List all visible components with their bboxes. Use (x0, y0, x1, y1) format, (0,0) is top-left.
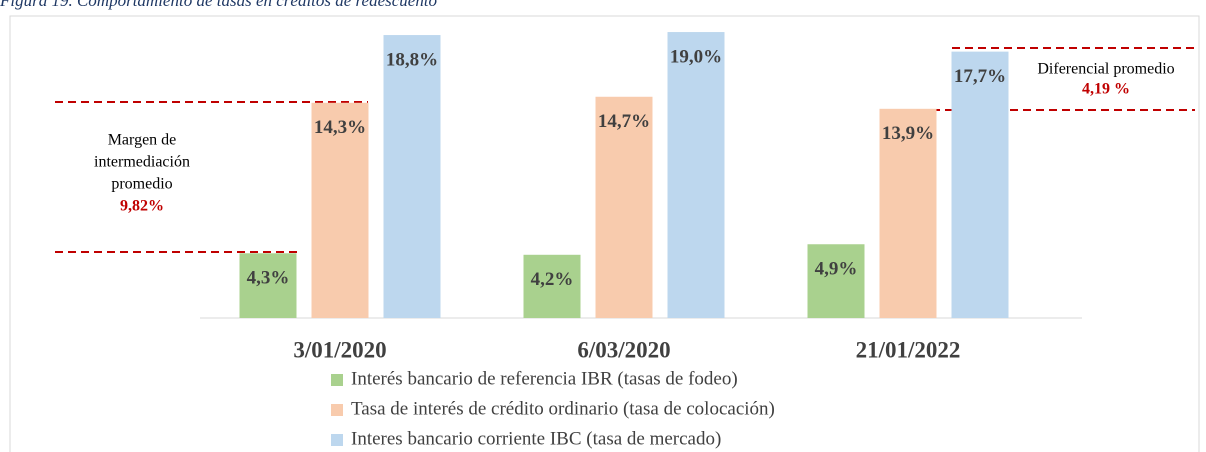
bar (667, 32, 725, 319)
bar (383, 35, 441, 319)
legend-label: Tasa de interés de crédito ordinario (ta… (351, 398, 775, 419)
bar (951, 51, 1009, 319)
annotation-value: 4,19 % (1082, 81, 1130, 98)
legend-swatch (331, 434, 343, 446)
annotation: promedio (111, 176, 172, 193)
data-label: 19,0% (670, 46, 722, 67)
annotation: intermediación (94, 154, 190, 171)
legend-label: Interés bancario de referencia IBR (tasa… (351, 368, 738, 389)
chart-title: Figura 19. Comportamiento de tasas en cr… (0, 0, 437, 10)
bar (239, 253, 297, 318)
bar (807, 244, 865, 318)
data-label: 14,3% (314, 117, 366, 138)
legend-label: Interes bancario corriente IBC (tasa de … (351, 428, 721, 449)
data-label: 4,2% (531, 269, 574, 290)
bar (311, 102, 369, 318)
x-tick-label: 3/01/2020 (293, 337, 386, 362)
x-tick-label: 6/03/2020 (577, 337, 670, 362)
chart-border (9, 15, 1200, 452)
legend-swatch (331, 374, 343, 386)
annotation: Diferencial promedio (1037, 61, 1174, 78)
annotation: Margen de (108, 132, 177, 149)
annotation-value: 9,82% (120, 198, 164, 215)
data-label: 13,9% (882, 123, 934, 144)
x-tick-label: 21/01/2022 (856, 337, 961, 362)
legend-swatch (331, 404, 343, 416)
data-label: 17,7% (954, 66, 1006, 87)
data-label: 18,8% (386, 49, 438, 70)
bar (879, 108, 937, 319)
bar (595, 96, 653, 318)
bar (523, 254, 581, 318)
data-label: 14,7% (598, 111, 650, 132)
data-label: 4,9% (815, 259, 858, 280)
data-label: 4,3% (247, 268, 290, 289)
